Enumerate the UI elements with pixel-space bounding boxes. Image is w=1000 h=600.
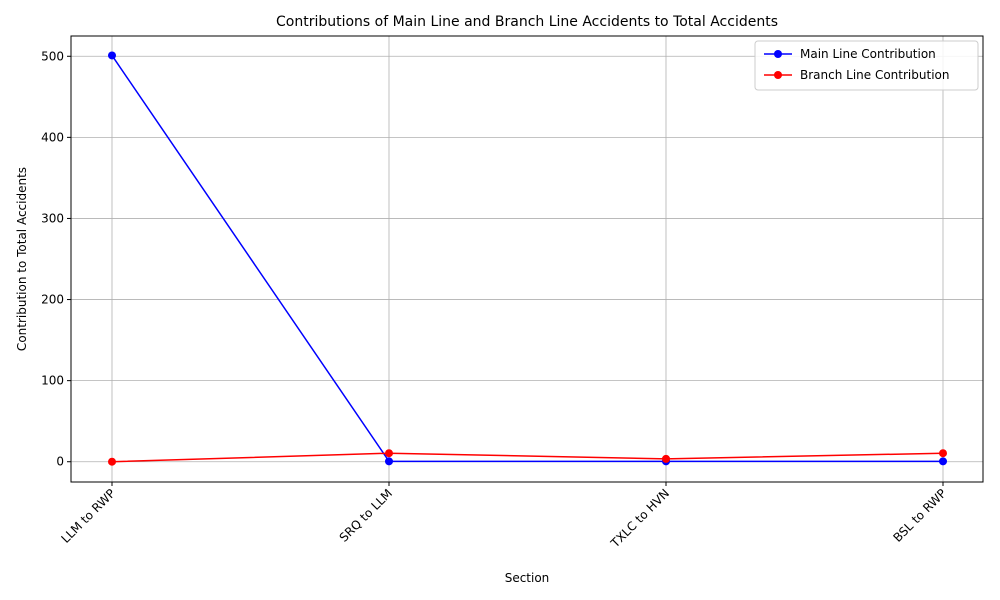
data-point-main-line <box>385 457 393 466</box>
y-tick-label: 200 <box>41 293 64 307</box>
y-tick-label: 100 <box>41 374 64 388</box>
plot-area-frame <box>70 35 984 483</box>
series-layer <box>108 51 947 466</box>
data-point-main-line <box>939 457 947 466</box>
legend-box <box>754 40 979 91</box>
legend-label-main-line: Main Line Contribution <box>800 47 936 61</box>
legend-marker-main-line <box>774 50 782 58</box>
data-point-branch-line <box>108 457 116 466</box>
y-tick-label: 400 <box>41 130 64 144</box>
y-axis-label: Contribution to Total Accidents <box>15 167 29 351</box>
series-line-main-line <box>111 55 943 463</box>
y-tick-label: 0 <box>56 455 64 469</box>
legend-label-branch-line: Branch Line Contribution <box>800 68 949 82</box>
chart-title: Contributions of Main Line and Branch Li… <box>276 14 778 30</box>
data-point-branch-line <box>662 454 670 463</box>
x-axis-label: Section <box>505 571 550 585</box>
y-tick-label: 300 <box>41 211 64 225</box>
data-point-branch-line <box>939 449 947 458</box>
y-tick-label: 500 <box>41 49 64 63</box>
legend-marker-branch-line <box>774 71 782 79</box>
data-point-branch-line <box>385 449 393 458</box>
series-line-branch-line <box>111 452 944 463</box>
data-point-main-line <box>108 51 116 60</box>
legend: Main Line Contribution Branch Line Contr… <box>754 40 979 91</box>
